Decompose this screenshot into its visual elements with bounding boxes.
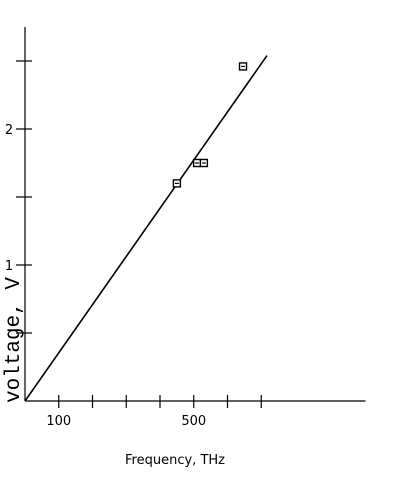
- fit-line: [24, 55, 268, 402]
- y-tick-label: 2: [5, 123, 13, 138]
- data-point: [192, 158, 202, 168]
- data-point: [199, 158, 209, 168]
- y-tick-label: 1: [5, 259, 13, 274]
- data-point: [238, 62, 248, 71]
- x-axis-label: Frequency, THz: [125, 453, 225, 468]
- y-axis-label: voltage, V: [3, 277, 26, 403]
- data-point: [172, 179, 182, 188]
- x-tick-label: 100: [46, 414, 71, 429]
- x-tick-label: 500: [181, 414, 206, 429]
